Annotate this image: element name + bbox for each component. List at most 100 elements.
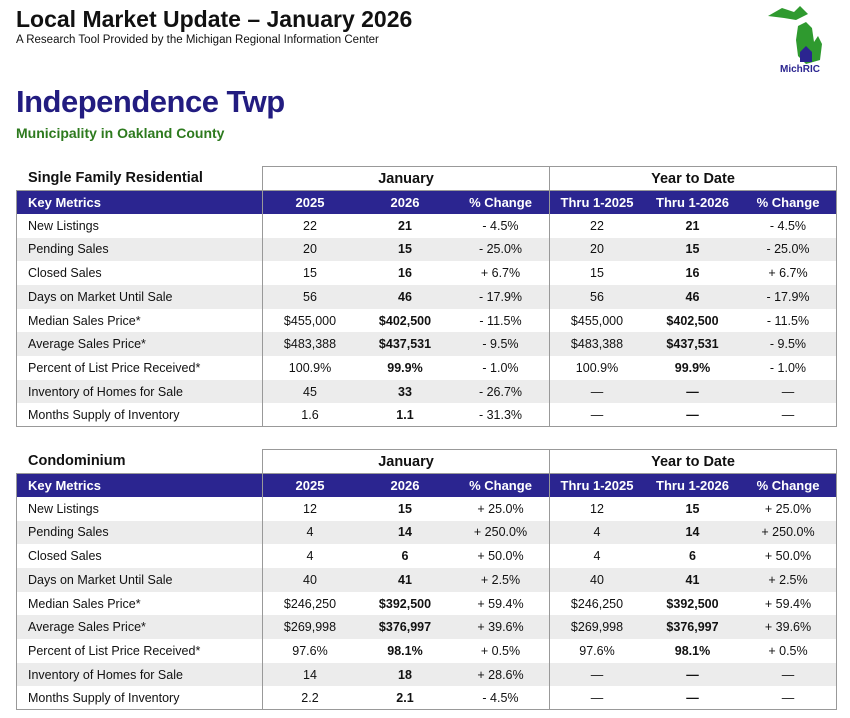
metric-name: Pending Sales — [28, 525, 109, 540]
metric-value: - 4.5% — [482, 218, 519, 233]
metric-value: - 11.5% — [766, 313, 810, 328]
metric-value: 15 — [303, 266, 317, 281]
section-title: Single Family Residential — [28, 170, 203, 186]
metric-value: - 1.0% — [482, 360, 519, 375]
metric-value: + 50.0% — [477, 549, 524, 564]
column-header: Thru 1-2026 — [656, 477, 729, 493]
metric-value: — — [590, 691, 604, 706]
group-header: January — [262, 449, 550, 474]
metric-name: Days on Market Until Sale — [28, 572, 173, 587]
metric-value: - 1.0% — [769, 360, 807, 375]
metric-value: — — [781, 691, 795, 706]
metric-value: + 39.6% — [764, 620, 812, 635]
metric-value: + 2.5% — [480, 572, 521, 587]
metric-value: 15 — [398, 242, 412, 257]
group-header: January — [262, 166, 550, 191]
metric-value: 22 — [590, 218, 604, 233]
metric-name: Months Supply of Inventory — [28, 408, 180, 423]
metric-value: + 39.6% — [477, 620, 524, 635]
metric-name: Average Sales Price* — [28, 620, 146, 635]
metric-value: — — [590, 408, 604, 423]
column-header: Key Metrics — [28, 194, 101, 210]
metric-value: 15 — [398, 501, 412, 516]
metric-value: 2.1 — [396, 691, 414, 706]
metric-value: 46 — [685, 289, 700, 304]
metric-value: 12 — [590, 501, 604, 516]
metric-value: 40 — [303, 572, 317, 587]
table-border — [16, 473, 837, 711]
metric-name: Average Sales Price* — [28, 337, 146, 352]
row-background — [16, 237, 836, 262]
metric-value: 40 — [590, 572, 604, 587]
metric-value: 4 — [306, 549, 314, 564]
column-header: Thru 1-2025 — [560, 477, 634, 493]
metric-value: + 50.0% — [764, 549, 812, 564]
column-header: Thru 1-2025 — [560, 194, 634, 210]
metric-value: 41 — [398, 572, 412, 587]
metric-value: - 4.5% — [769, 218, 807, 233]
metric-value: 33 — [398, 384, 412, 399]
metric-value: — — [686, 667, 699, 682]
metric-name: Pending Sales — [28, 242, 109, 257]
metric-value: 1.1 — [396, 408, 414, 423]
row-background — [16, 403, 836, 428]
metric-value: 4 — [306, 525, 314, 540]
metric-value: $392,500 — [378, 596, 432, 611]
metric-name: Inventory of Homes for Sale — [28, 384, 183, 399]
row-background — [16, 379, 836, 404]
metric-name: Percent of List Price Received* — [28, 643, 201, 658]
row-background — [16, 285, 836, 309]
column-header: % Change — [469, 477, 532, 493]
metric-value: 15 — [590, 266, 604, 281]
metric-value: $402,500 — [666, 313, 719, 328]
metric-name: Percent of List Price Received* — [28, 360, 201, 375]
metric-value: — — [781, 408, 795, 423]
metric-value: 18 — [398, 667, 412, 682]
column-divider — [262, 473, 263, 711]
place-name: Independence Twp — [16, 84, 285, 119]
metric-value: + 0.5% — [480, 643, 521, 658]
group-header: Year to Date — [549, 166, 837, 191]
metric-value: 16 — [685, 266, 700, 281]
metric-name: New Listings — [28, 501, 99, 516]
row-background — [16, 591, 836, 616]
metric-value: - 4.5% — [482, 691, 519, 706]
row-background — [16, 544, 836, 568]
metric-value: 45 — [303, 384, 317, 399]
logo: MichRIC — [768, 6, 822, 75]
metric-value: 21 — [685, 218, 700, 233]
metric-value: 46 — [398, 289, 412, 304]
row-background — [16, 686, 836, 711]
metric-value: $269,998 — [283, 620, 337, 635]
metric-value: 98.1% — [387, 643, 423, 658]
metric-value: + 28.6% — [477, 667, 524, 682]
metric-value: 2.2 — [301, 691, 319, 706]
metric-value: 97.6% — [292, 643, 328, 658]
metric-value: 21 — [398, 218, 412, 233]
metric-value: 20 — [303, 242, 317, 257]
column-header: % Change — [756, 194, 820, 210]
header-band — [16, 190, 836, 214]
metric-value: $376,997 — [666, 620, 719, 635]
metric-value: 99.9% — [387, 360, 423, 375]
metric-value: $376,997 — [378, 620, 432, 635]
column-header: Thru 1-2026 — [656, 194, 729, 210]
section-title: Condominium — [28, 453, 126, 469]
metric-value: — — [686, 408, 699, 423]
metric-name: Months Supply of Inventory — [28, 691, 180, 706]
metric-value: 6 — [401, 549, 409, 564]
metric-value: $437,531 — [666, 337, 719, 352]
metric-value: - 31.3% — [478, 408, 523, 423]
metric-value: + 6.7% — [768, 266, 808, 281]
metric-value: — — [686, 384, 699, 399]
header-band — [16, 473, 836, 497]
metric-value: + 250.0% — [761, 525, 815, 540]
metric-value: - 9.5% — [769, 337, 807, 352]
column-divider — [262, 190, 263, 428]
metric-value: + 59.4% — [764, 596, 812, 611]
metric-value: $269,998 — [570, 620, 624, 635]
metric-value: 100.9% — [575, 360, 619, 375]
row-background — [16, 261, 836, 285]
metric-value: 14 — [685, 525, 700, 540]
metric-value: 4 — [593, 525, 601, 540]
